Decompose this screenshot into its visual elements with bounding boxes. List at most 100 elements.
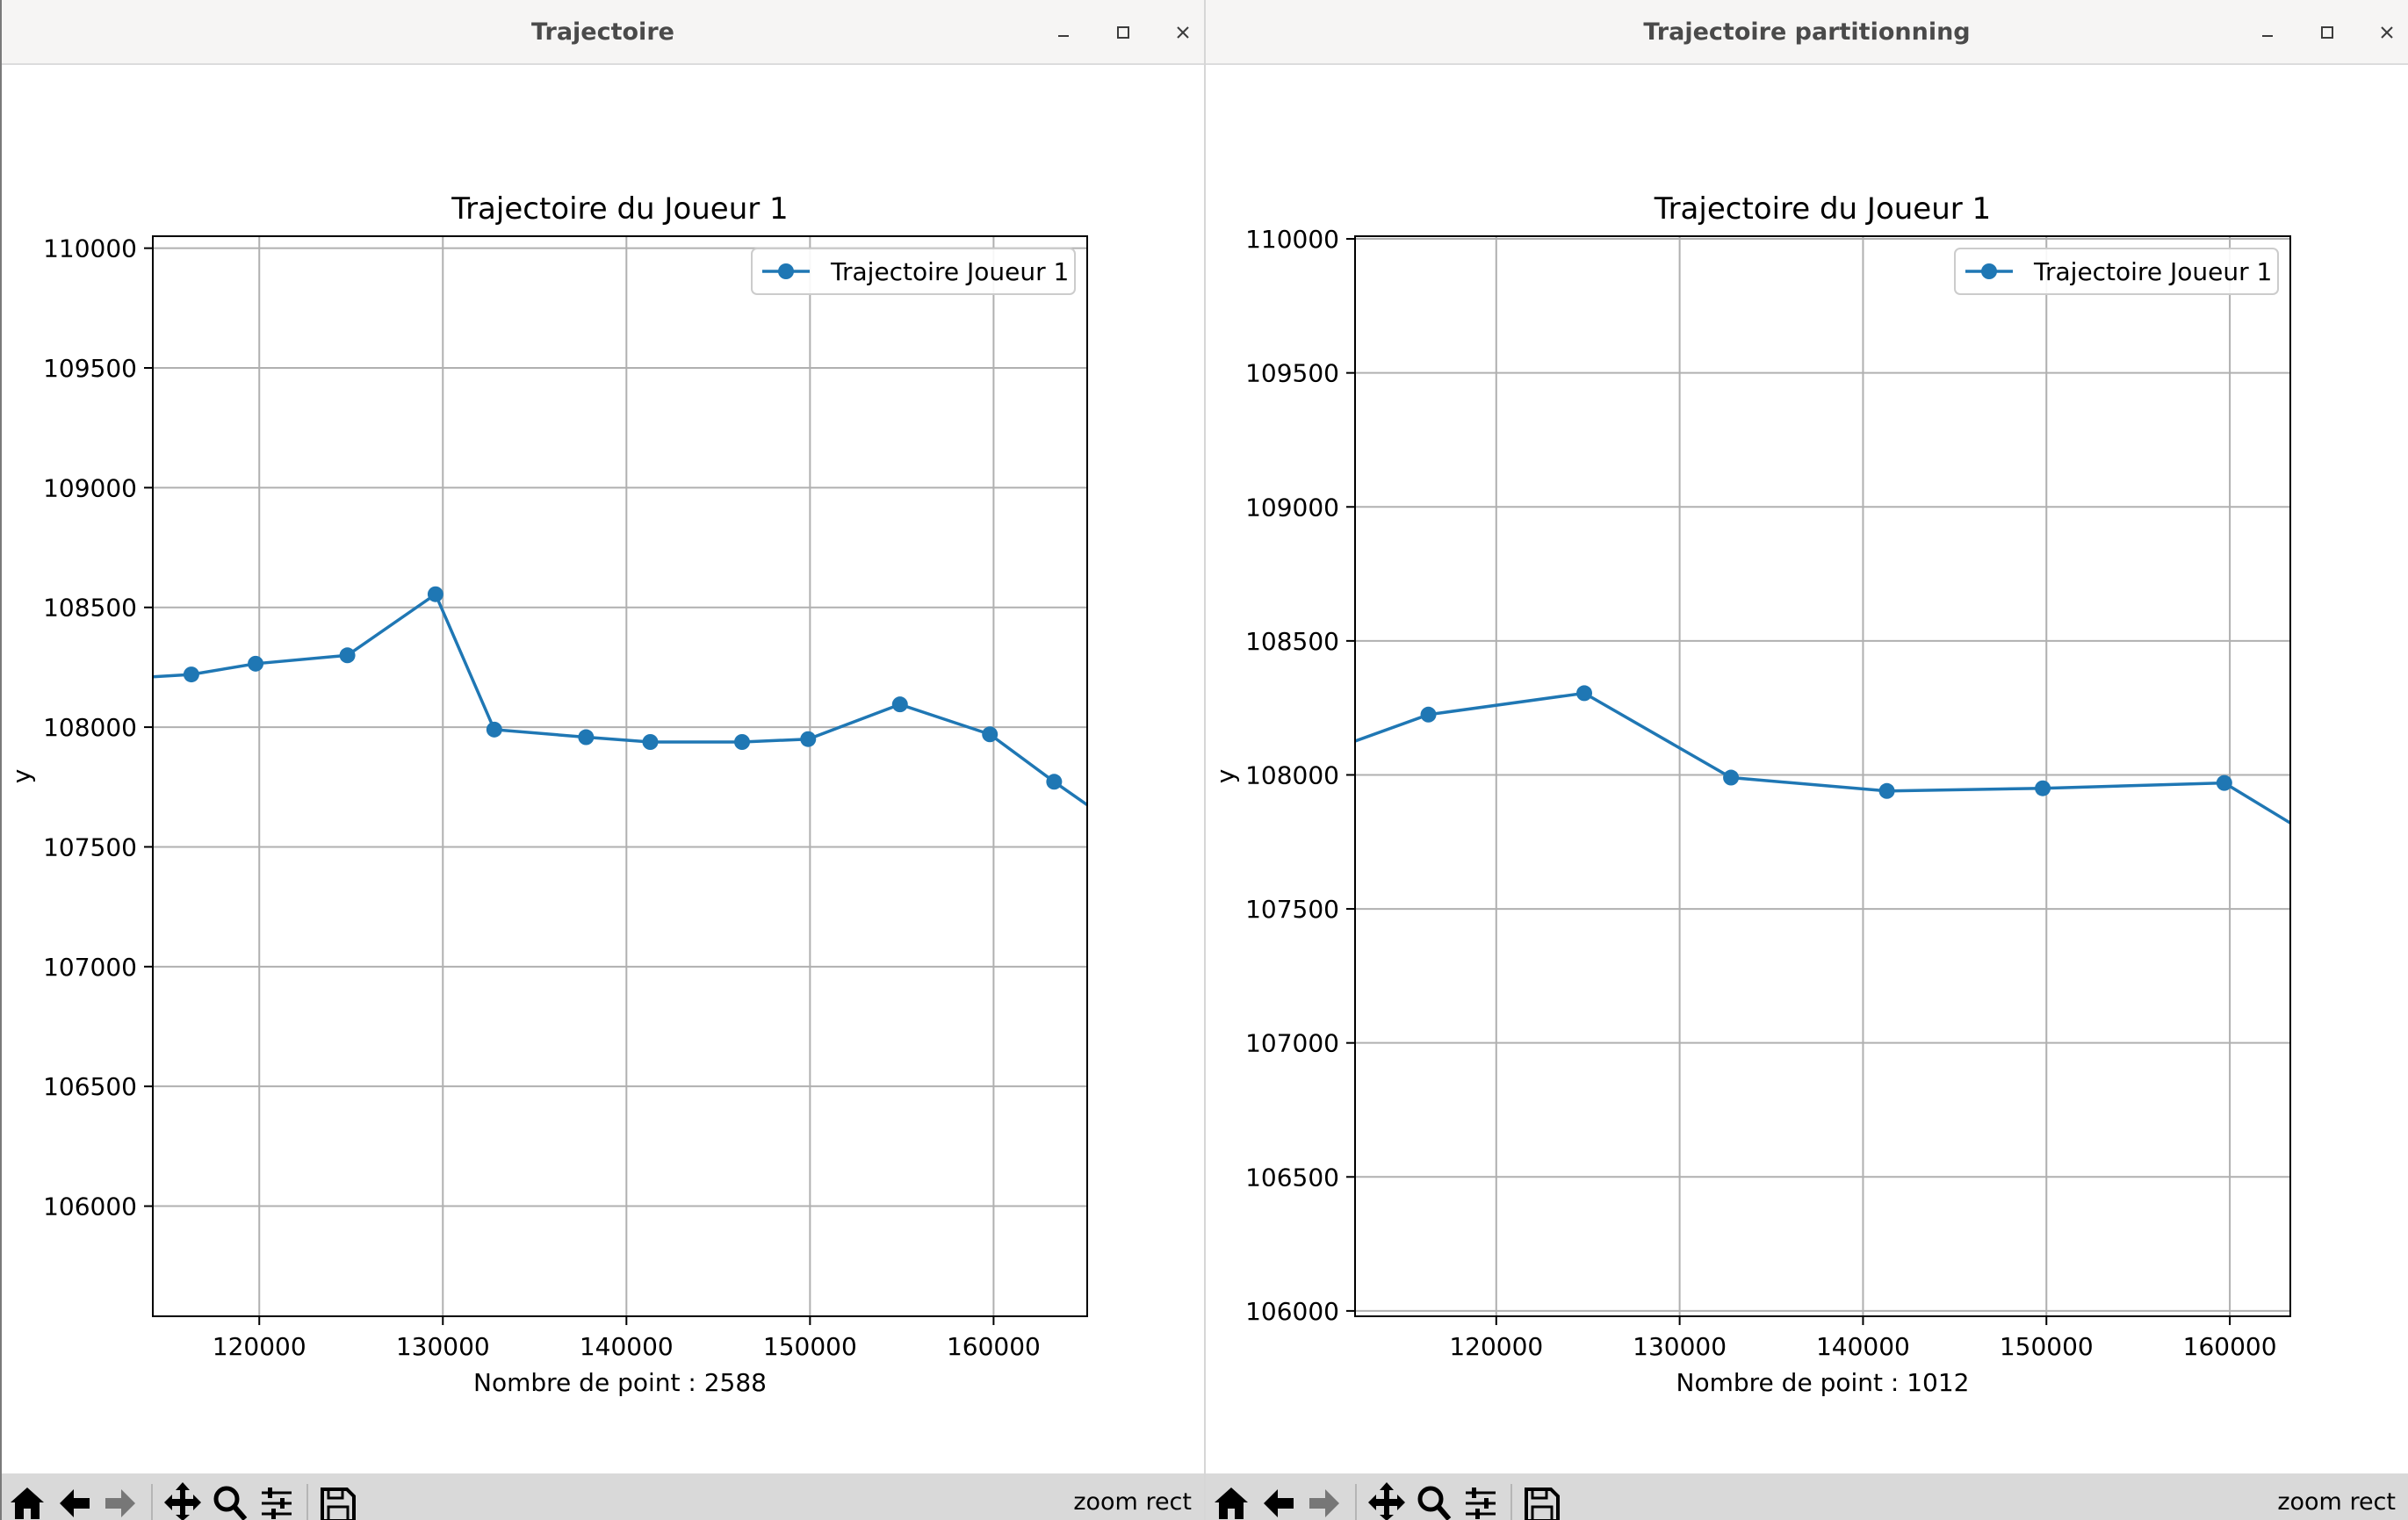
axes-frame — [152, 235, 1088, 1317]
legend-label: Trajectoire Joueur 1 — [830, 257, 1069, 286]
data-point — [183, 666, 199, 683]
window-trajectoire-partitionning: Trajectoire partitionning 120000 130000 14… — [1204, 0, 2408, 1520]
forward-button[interactable] — [1304, 1480, 1345, 1520]
home-button[interactable] — [7, 1480, 47, 1520]
data-point — [578, 729, 595, 746]
subplots-button[interactable] — [1460, 1480, 1501, 1520]
chart-title: Trajectoire du Joueur 1 — [1654, 191, 1991, 227]
zoom-button[interactable] — [210, 1480, 250, 1520]
maximize-icon — [2321, 26, 2333, 39]
y-tick-label: 107500 — [1245, 895, 1339, 924]
forward-arrow-icon — [1309, 1489, 1339, 1517]
forward-button[interactable] — [100, 1480, 141, 1520]
window-title: Trajectoire — [531, 18, 674, 46]
home-icon — [11, 1488, 44, 1519]
save-button[interactable] — [318, 1480, 358, 1520]
close-icon — [1177, 26, 1189, 39]
nav-toolbar: zoom rect — [2, 1473, 1204, 1520]
subplots-icon — [262, 1488, 292, 1519]
titlebar[interactable]: Trajectoire — [2, 0, 1204, 65]
toolbar-separator — [1510, 1484, 1512, 1520]
pan-icon — [1368, 1482, 1405, 1520]
legend[interactable]: Trajectoire Joueur 1 — [751, 248, 1076, 295]
maximize-button[interactable] — [2310, 15, 2345, 50]
chart-trajectoire[interactable]: 120000 130000 140000 150000 160000 106000 1065… — [2, 65, 1204, 1473]
pan-icon — [164, 1482, 201, 1520]
y-tick-label: 106000 — [1245, 1297, 1339, 1326]
save-button[interactable] — [1522, 1480, 1562, 1520]
data-point — [2216, 774, 2232, 791]
y-tick-label: 107000 — [43, 953, 137, 982]
back-arrow-icon — [60, 1489, 90, 1517]
chart-trajectoire-partitionning[interactable]: 120000 130000 140000 150000 160000 106000 1065… — [1206, 65, 2408, 1473]
series-group — [153, 586, 1087, 807]
data-point — [248, 655, 264, 672]
legend-box — [751, 248, 1076, 295]
x-axis-label: Nombre de point : 1012 — [1676, 1368, 1970, 1397]
data-point — [339, 647, 356, 664]
zoom-button[interactable] — [1414, 1480, 1454, 1520]
toolbar-mode-label: zoom rect — [2277, 1488, 2396, 1516]
zoom-icon — [213, 1486, 248, 1520]
x-tick-label: 160000 — [2183, 1332, 2277, 1361]
window-trajectoire: Trajectoire 120000 130000 140000 150000 1600… — [0, 0, 1204, 1520]
save-icon — [321, 1488, 356, 1520]
zoom-icon — [1417, 1486, 1452, 1520]
close-icon — [2381, 26, 2393, 39]
pan-button[interactable] — [162, 1480, 203, 1520]
y-tick-label: 106500 — [1245, 1163, 1339, 1192]
back-button[interactable] — [1258, 1480, 1299, 1520]
maximize-button[interactable] — [1106, 15, 1141, 50]
data-point — [1420, 706, 1437, 723]
home-button[interactable] — [1211, 1480, 1251, 1520]
data-point — [642, 734, 659, 750]
legend-label: Trajectoire Joueur 1 — [2033, 257, 2272, 286]
y-tick-label: 110000 — [1245, 225, 1339, 254]
series-line — [153, 592, 1087, 807]
y-tick-label: 106000 — [43, 1192, 137, 1221]
y-tick-label: 108500 — [43, 594, 137, 623]
pan-button[interactable] — [1366, 1480, 1407, 1520]
close-button[interactable] — [1165, 15, 1200, 50]
close-button[interactable] — [2369, 15, 2404, 50]
back-arrow-icon — [1264, 1489, 1294, 1517]
y-tick-label: 107500 — [43, 832, 137, 861]
toolbar-mode-label: zoom rect — [1073, 1488, 1192, 1516]
data-point — [982, 726, 999, 743]
x-axis-label: Nombre de point : 2588 — [473, 1368, 767, 1397]
toolbar-separator — [306, 1484, 308, 1520]
minimize-button[interactable] — [1046, 15, 1081, 50]
data-point — [486, 721, 502, 738]
legend-box — [1954, 248, 2279, 295]
data-point — [800, 731, 817, 747]
y-tick-label: 108500 — [1245, 627, 1339, 656]
y-tick-label: 109500 — [1245, 359, 1339, 388]
series-group — [1355, 685, 2290, 825]
data-point — [1046, 774, 1063, 790]
y-tick-label: 107000 — [1245, 1029, 1339, 1058]
y-tick-label: 108000 — [1245, 760, 1339, 789]
forward-arrow-icon — [105, 1489, 135, 1517]
y-tick-label: 110000 — [43, 234, 137, 263]
legend-marker — [1981, 263, 1997, 279]
x-tick-label: 150000 — [763, 1332, 857, 1361]
minimize-button[interactable] — [2250, 15, 2285, 50]
x-tick-label: 150000 — [2000, 1332, 2094, 1361]
toolbar-separator — [1355, 1484, 1357, 1520]
toolbar-separator — [151, 1484, 153, 1520]
data-point — [1723, 769, 1740, 786]
y-tick-label: 109500 — [43, 354, 137, 383]
data-point — [891, 696, 908, 713]
subplots-button[interactable] — [256, 1480, 297, 1520]
home-icon — [1215, 1488, 1248, 1519]
legend-marker — [778, 263, 794, 279]
titlebar[interactable]: Trajectoire partitionning — [1206, 0, 2408, 65]
y-tick-label: 109000 — [1245, 493, 1339, 522]
back-button[interactable] — [54, 1480, 95, 1520]
x-tick-label: 140000 — [1816, 1332, 1910, 1361]
x-tick-label: 130000 — [1633, 1332, 1727, 1361]
minimize-icon — [1058, 35, 1069, 37]
x-tick-label: 120000 — [213, 1332, 306, 1361]
axes-frame — [1354, 235, 2291, 1317]
legend[interactable]: Trajectoire Joueur 1 — [1954, 248, 2279, 295]
